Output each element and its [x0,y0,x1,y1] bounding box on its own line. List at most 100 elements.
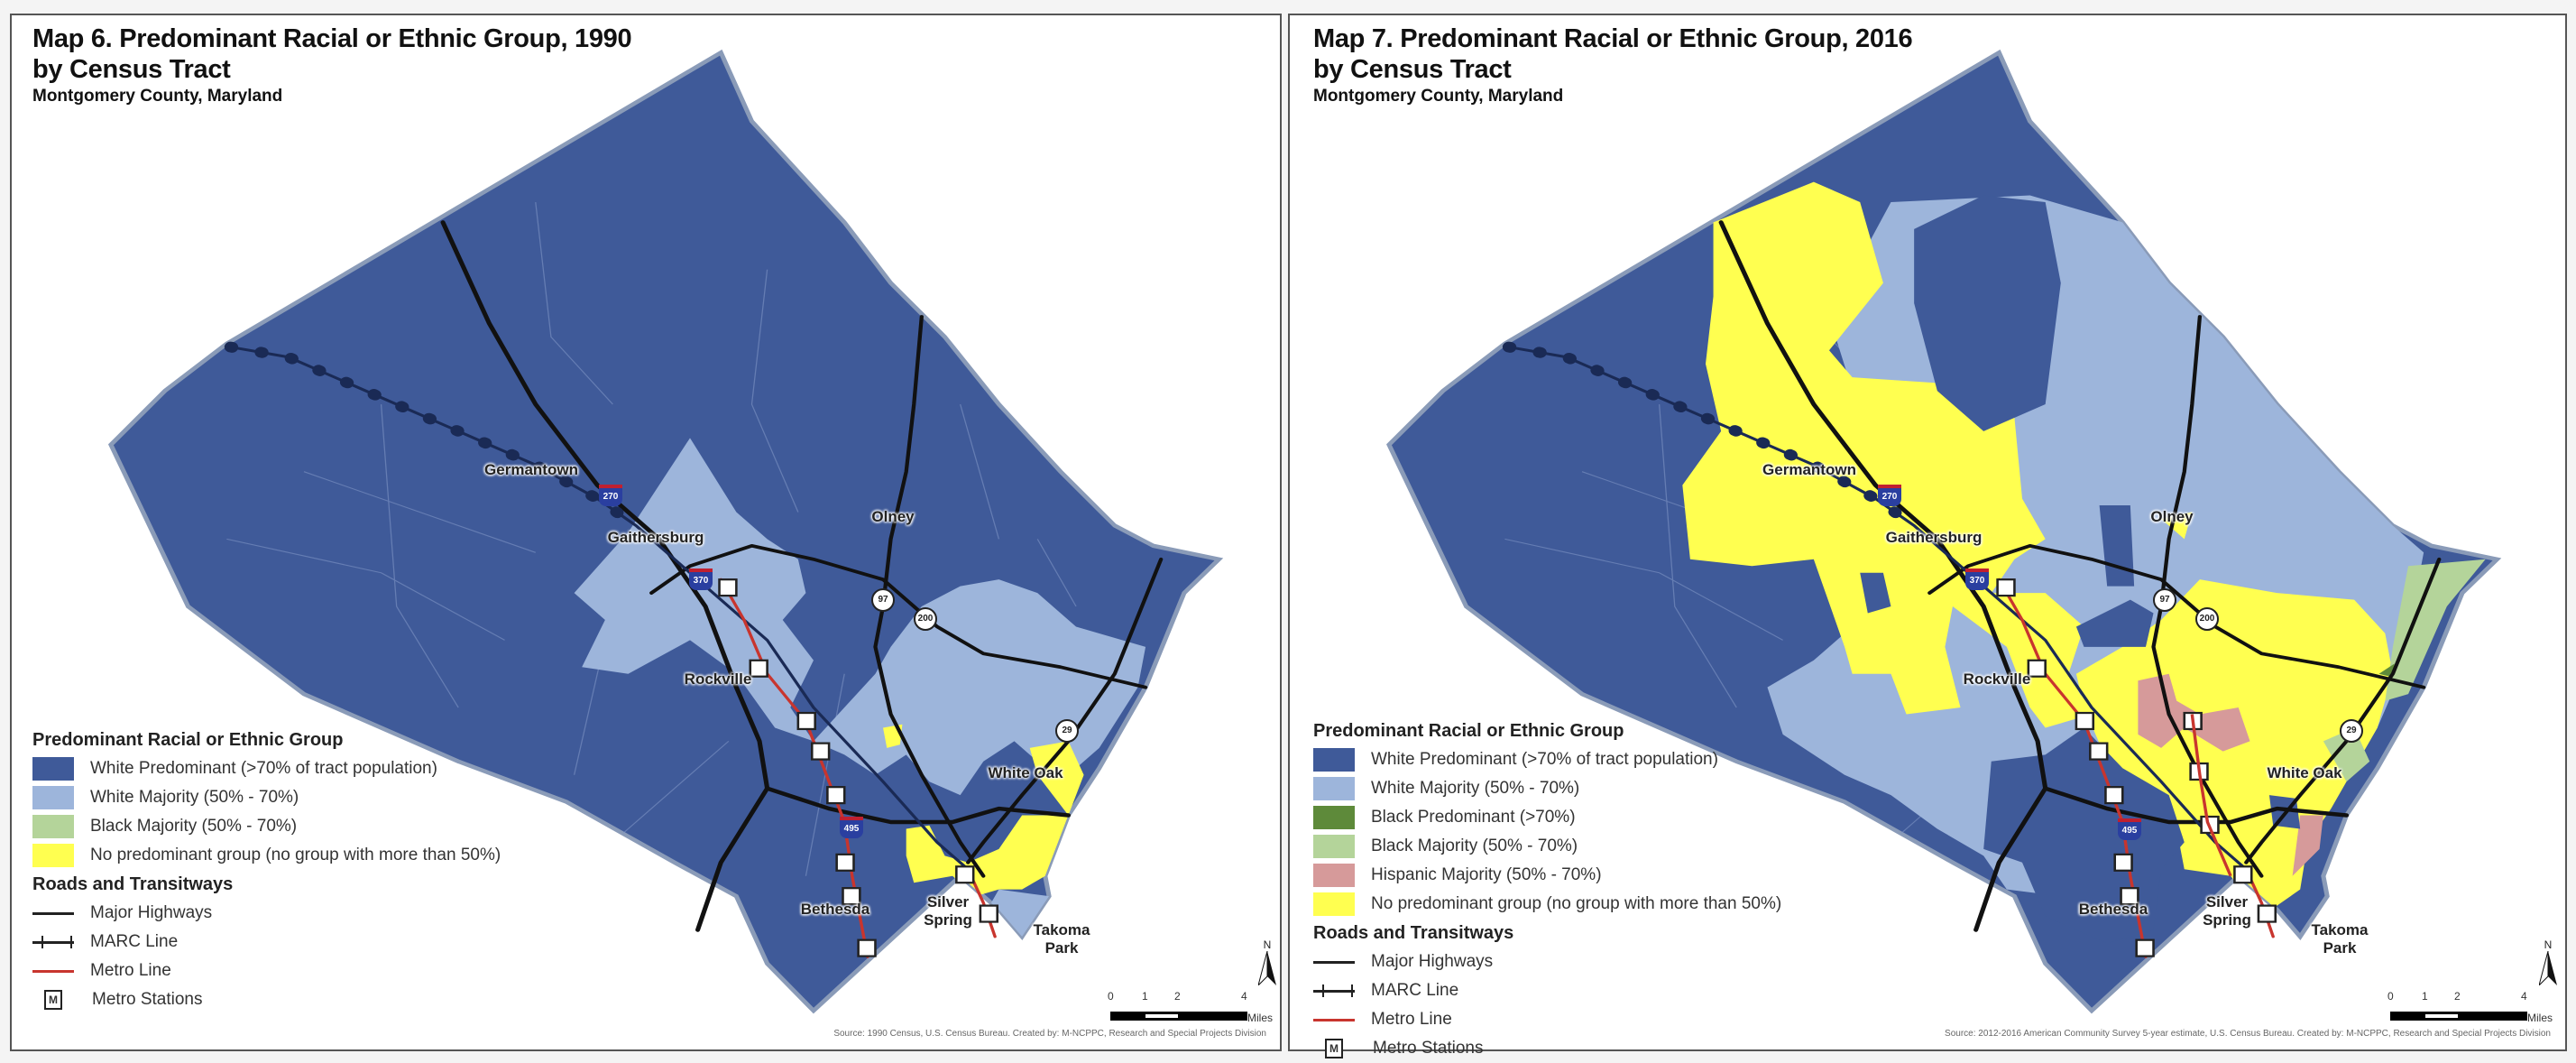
interstate-shield: 270 [599,485,622,506]
place-label: Gaithersburg [607,529,704,546]
state-route-shield: 97 [871,588,895,612]
us-route-shield: 29 [1055,719,1079,743]
legend-item: White Majority (50% - 70%) [32,783,501,812]
scale-unit: Miles [2527,1012,2553,1024]
north-label: N [2544,938,2553,951]
swatch [32,844,74,867]
scale-tick: 4 [2521,990,2527,1003]
place-label: Takoma Park [2311,921,2369,957]
legend-item: White Majority (50% - 70%) [1313,774,1781,803]
title-line-1: Map 6. Predominant Racial or Ethnic Grou… [32,24,632,53]
interstate-shield: 495 [2118,818,2141,840]
legend-item: Metro Line [32,957,501,985]
legend-item: MARC Line [1313,976,1781,1005]
metro-station-icon: M [44,990,62,1010]
scale-tick: 1 [2422,990,2428,1003]
metro-red-line-east [2190,714,2232,877]
legend-label: White Predominant (>70% of tract populat… [1371,750,1718,769]
place-label: Bethesda [2078,901,2148,918]
scale-tick: 4 [1241,990,1247,1003]
scale-tick: 2 [2454,990,2461,1003]
interstate-shield: 495 [840,817,863,838]
region-black-majority [2323,559,2486,782]
marc-line-icon [1313,979,1355,1003]
place-label: Silver Spring [924,893,972,929]
source-note: Source: 2012-2016 American Community Sur… [1945,1029,2551,1039]
legend-label: Black Majority (50% - 70%) [1371,837,1578,855]
swatch [32,757,74,781]
legend-label: MARC Line [1371,981,1459,1000]
legend-label: Black Majority (50% - 70%) [90,817,298,836]
state-route-shield: 97 [2153,588,2176,612]
legend-item: M Metro Stations [1313,1034,1781,1063]
swatch [1313,864,1355,887]
legend-title: Predominant Racial or Ethnic Group [32,730,344,750]
legend-item: Black Predominant (>70%) [1313,803,1781,832]
place-label: White Oak [2267,764,2342,781]
us-route-shield: 29 [2340,719,2363,743]
place-label: Rockville [684,670,752,688]
metro-station-icon: M [1325,1039,1343,1058]
highway-line-icon [1313,950,1355,974]
swatch [1313,806,1355,829]
scale-tick: 0 [2387,990,2394,1003]
map-1990 [111,52,1219,1011]
place-label: Germantown [484,461,578,478]
metro-line-icon [32,959,74,983]
map-subtitle: Montgomery County, Maryland [1313,87,1564,106]
region-no-predominant [883,724,1084,897]
map-title-1990: Map 6. Predominant Racial or Ethnic Grou… [32,23,632,85]
legend-item: No predominant group (no group with more… [1313,890,1781,919]
state-route-shield: 200 [914,607,937,631]
legend-item: Hispanic Majority (50% - 70%) [1313,861,1781,890]
legend-label: White Predominant (>70% of tract populat… [90,759,437,778]
legend-item: Major Highways [1313,947,1781,976]
map-subtitle: Montgomery County, Maryland [32,87,283,106]
place-label: Germantown [1762,461,1856,478]
legend-label: No predominant group (no group with more… [1371,894,1782,913]
roads-title: Roads and Transitways [32,874,234,894]
region-white-predominant [1860,195,2301,944]
title-line-2: by Census Tract [1313,55,1512,84]
place-label: Silver Spring [2203,893,2251,929]
legend-item: Black Majority (50% - 70%) [32,812,501,841]
scale-tick: 2 [1174,990,1181,1003]
legend-2016: Predominant Racial or Ethnic Group White… [1313,716,1781,1063]
scale-tick: 1 [1142,990,1148,1003]
legend-title: Predominant Racial or Ethnic Group [1313,721,1624,741]
legend-label: Metro Line [1371,1010,1452,1029]
legend-item: White Predominant (>70% of tract populat… [32,754,501,783]
interstate-shield: 370 [1965,568,1989,590]
legend-item: Major Highways [32,899,501,928]
source-note: Source: 1990 Census, U.S. Census Bureau.… [833,1029,1266,1039]
legend-1990: Predominant Racial or Ethnic Group White… [32,726,501,1014]
legend-label: Major Highways [90,903,213,922]
swatch [1313,892,1355,916]
north-arrow-icon: N [1254,938,1281,993]
legend-label: White Majority (50% - 70%) [1371,779,1580,798]
roads-title: Roads and Transitways [1313,923,1514,943]
region-white-majority [574,438,1146,937]
scale-unit: Miles [1247,1012,1274,1024]
place-label: Rockville [1963,670,2031,688]
place-label: Olney [871,508,915,525]
legend-item: Black Majority (50% - 70%) [1313,832,1781,861]
scale-bar: 0 1 2 4 Miles [1108,990,1273,1035]
legend-item: No predominant group (no group with more… [32,841,501,870]
swatch [1313,835,1355,858]
swatch [32,815,74,838]
map-title-2016: Map 7. Predominant Racial or Ethnic Grou… [1313,23,1913,85]
legend-item: MARC Line [32,928,501,957]
highway-line-icon [32,901,74,925]
scale-tick: 0 [1108,990,1114,1003]
legend-label: Metro Stations [92,990,203,1009]
interstate-shield: 270 [1878,485,1901,506]
legend-label: Black Predominant (>70%) [1371,808,1576,827]
marc-line-icon [32,930,74,954]
legend-item: M Metro Stations [32,985,501,1014]
legend-item: Metro Line [1313,1005,1781,1034]
north-label: N [1263,938,1272,951]
region-black-predominant [2378,663,2395,678]
legend-label: Metro Stations [1373,1039,1484,1058]
